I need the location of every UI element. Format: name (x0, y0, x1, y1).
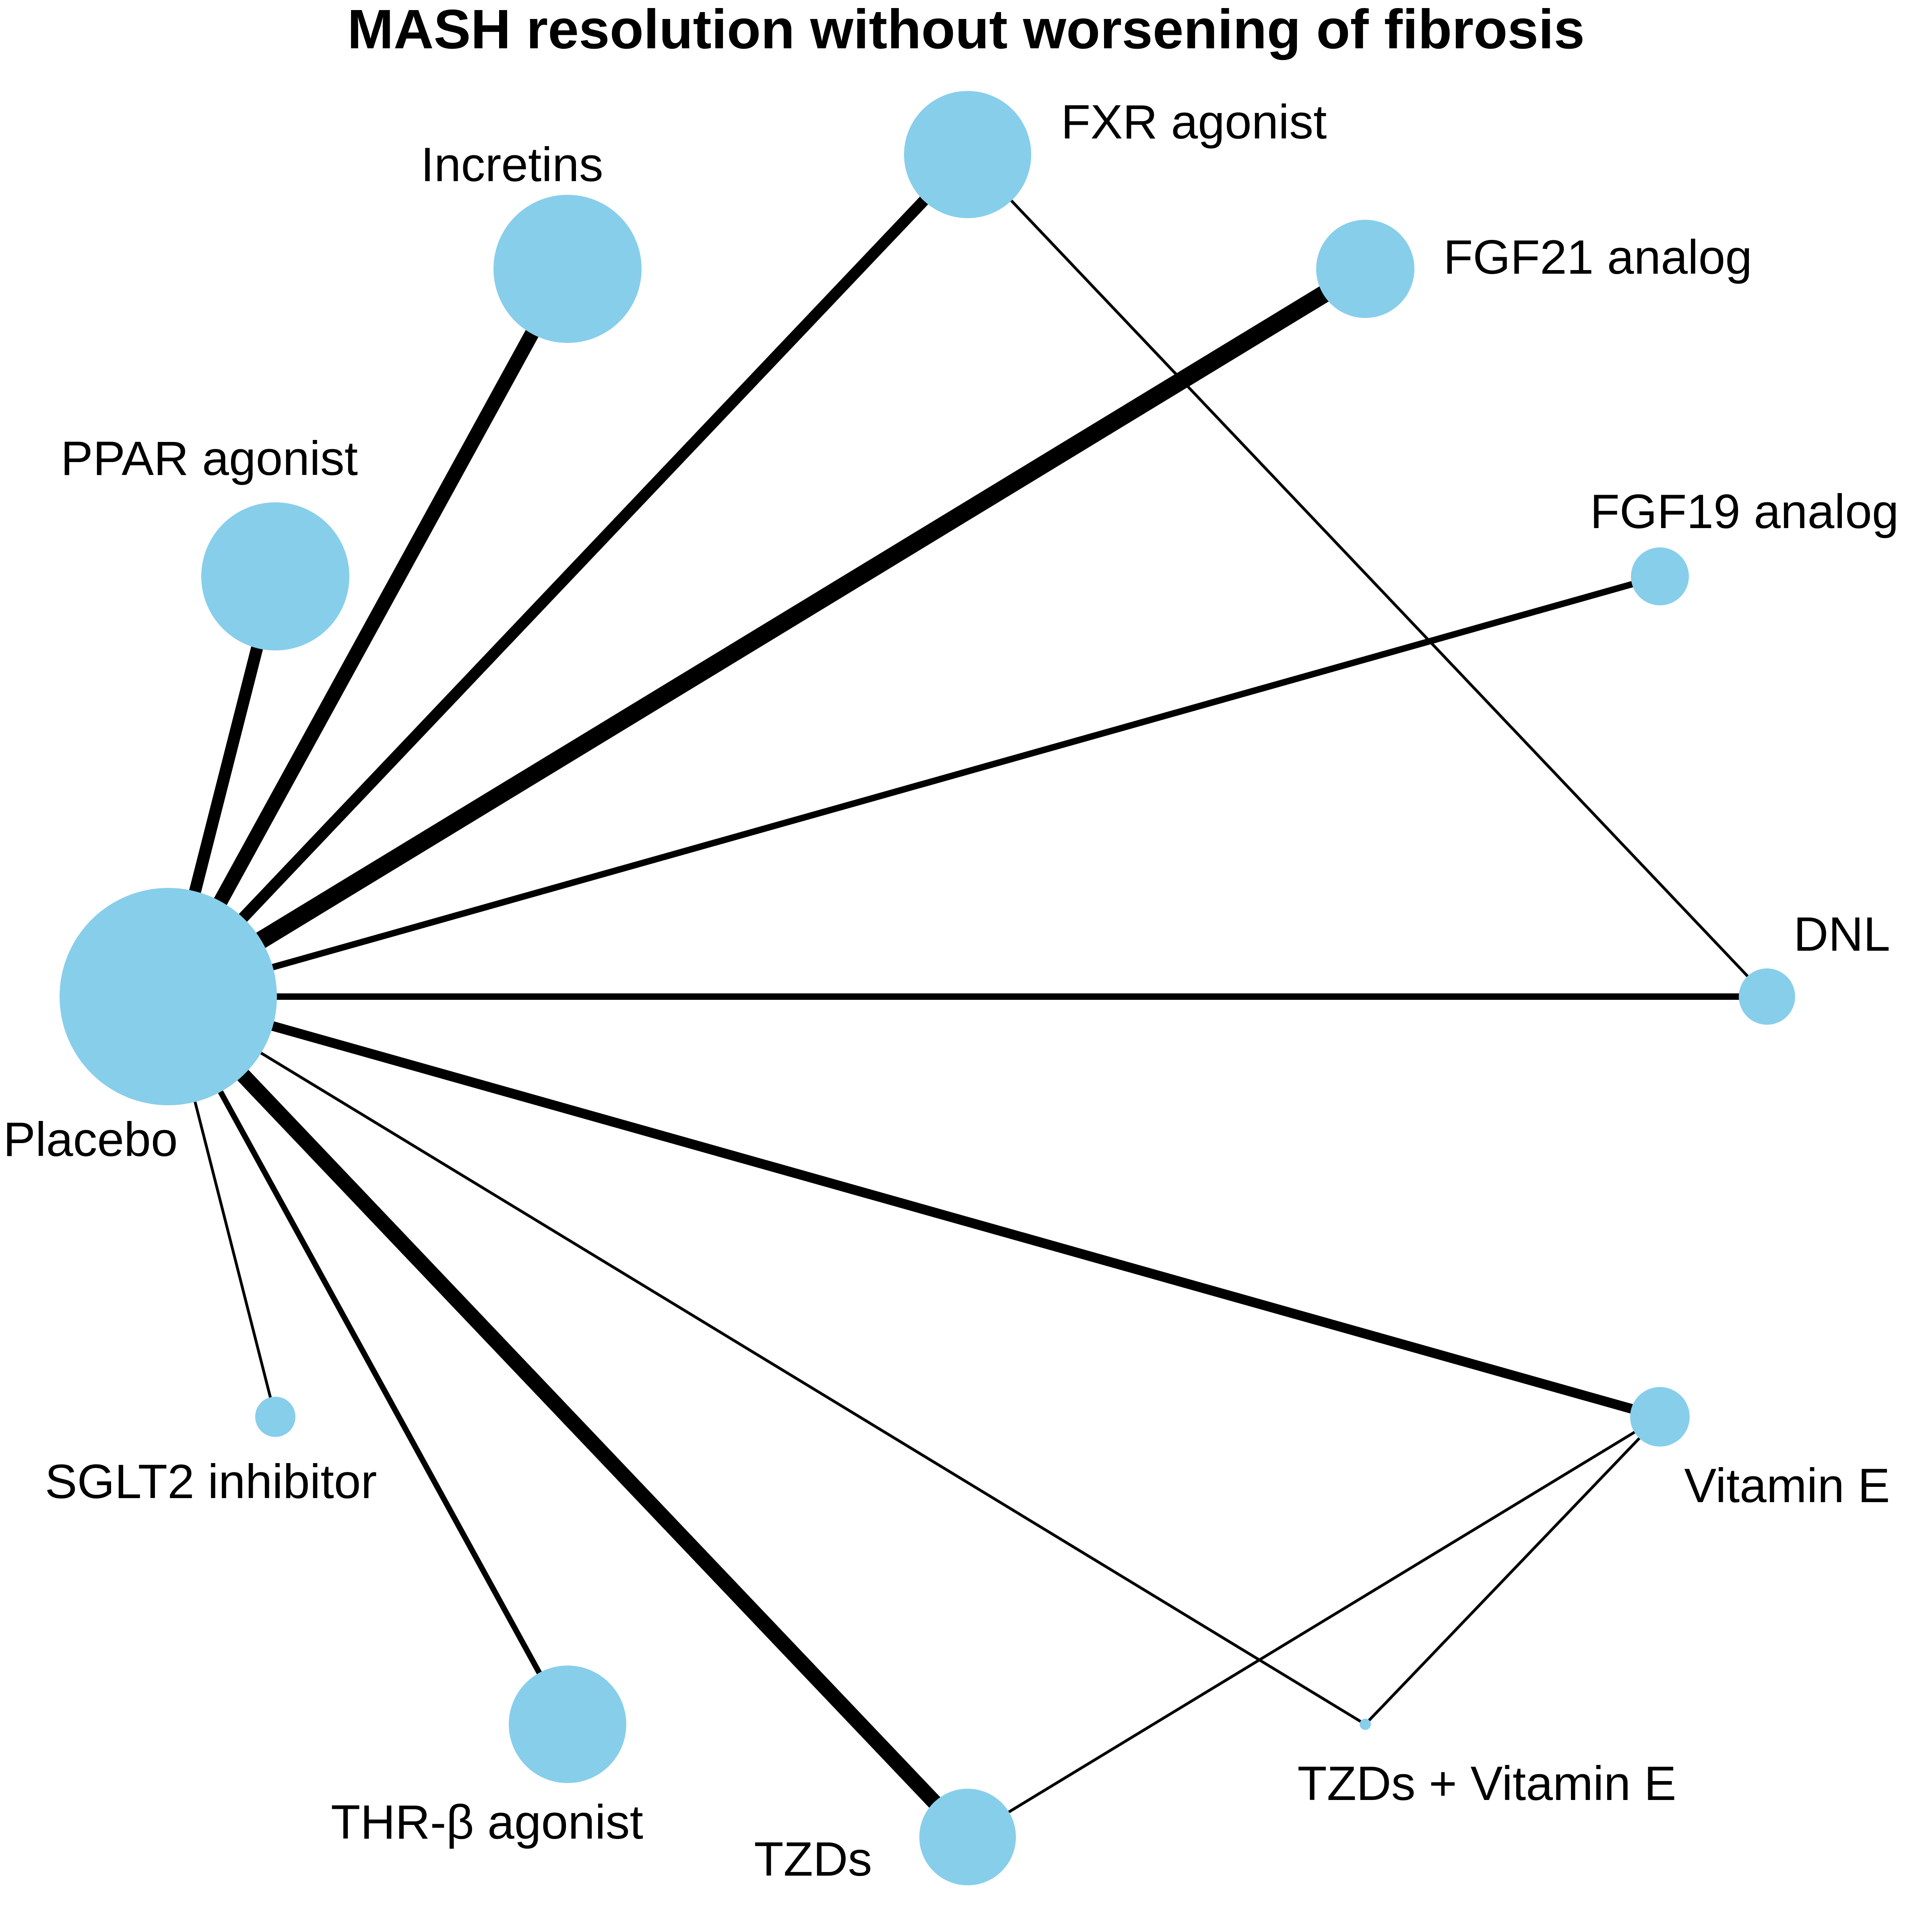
node-thrb (509, 1666, 626, 1783)
edge-placebo-fxr (164, 151, 972, 1001)
nodes-layer (60, 91, 1795, 1885)
node-fgf21 (1316, 220, 1414, 318)
edge-placebo-tzdvite (167, 995, 1366, 1726)
node-label-dnl: DNL (1794, 907, 1890, 961)
node-label-tzds: TZDs (754, 1832, 872, 1886)
node-label-fgf19: FGF19 analog (1590, 485, 1899, 539)
node-label-fgf21: FGF21 analog (1443, 230, 1752, 284)
diagram-title: MASH resolution without worsening of fib… (347, 0, 1585, 60)
node-tzdvite (1360, 1719, 1371, 1730)
node-label-placebo: Placebo (3, 1113, 178, 1166)
node-fgf19 (1631, 547, 1689, 605)
edge-placebo-fgf19 (167, 573, 1661, 1000)
node-label-tzdvite: TZDs + Vitamin E (1297, 1757, 1676, 1810)
edge-vite-tzdvite (1364, 1416, 1661, 1726)
node-dnl (1739, 968, 1795, 1025)
node-label-vite: Vitamin E (1684, 1459, 1890, 1513)
node-ppar (201, 502, 349, 650)
node-label-fxr: FXR agonist (1061, 95, 1327, 149)
node-fxr (904, 91, 1031, 218)
edge-fxr-dnl (966, 153, 1768, 998)
edge-placebo-incretins (162, 265, 574, 1000)
edge-placebo-vite (167, 992, 1662, 1422)
edge-placebo-fgf21 (163, 261, 1370, 1004)
labels-layer: Placebo PPAR agonist Incretins FXR agonist F… (3, 95, 1899, 1886)
node-label-sglt2: SGLT2 inhibitor (45, 1455, 377, 1509)
node-label-ppar: PPAR agonist (61, 431, 358, 485)
node-label-thrb: THR-β agonist (331, 1795, 643, 1849)
edge-placebo-thrb (165, 995, 570, 1726)
node-label-incretins: Incretins (421, 138, 603, 192)
node-sglt2 (255, 1397, 295, 1437)
node-vite (1630, 1387, 1690, 1447)
edge-vite-tzds (967, 1416, 1661, 1838)
node-incretins (493, 195, 642, 343)
node-placebo (60, 888, 277, 1105)
edges-layer (162, 151, 1768, 1843)
node-tzds (919, 1789, 1016, 1885)
edge-placebo-tzds (163, 991, 973, 1843)
